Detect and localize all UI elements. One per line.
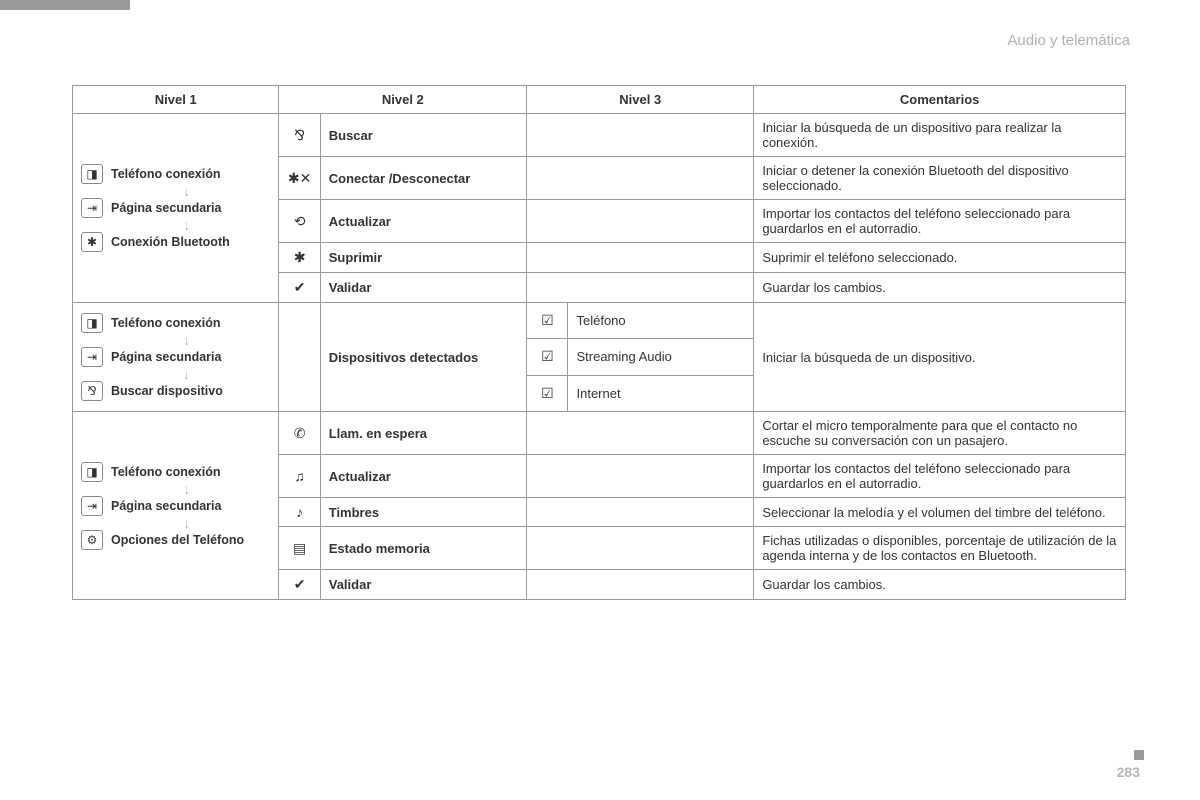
nav-cell-bluetooth: ◨Teléfono conexión ↓ ⇥Página secundaria … <box>73 114 279 303</box>
comment-text: Fichas utilizadas o disponibles, porcent… <box>754 527 1126 570</box>
phone-tab-icon: ◨ <box>81 313 103 333</box>
level2-icon-empty <box>279 303 320 412</box>
headset-icon: ♫ <box>279 455 320 498</box>
comment-text: Guardar los cambios. <box>754 273 1126 303</box>
checkbox-icon: ☑ <box>527 339 568 375</box>
nav-cell-search-device: ◨Teléfono conexión ↓ ⇥Página secundaria … <box>73 303 279 412</box>
top-accent-bar <box>0 0 130 10</box>
header-comentarios: Comentarios <box>754 86 1126 114</box>
comment-text: Guardar los cambios. <box>754 570 1126 600</box>
level2-label: Conectar /Desconectar <box>320 157 526 200</box>
refresh-icon: ⟲ <box>279 200 320 243</box>
nav-label: Buscar dispositivo <box>111 384 223 398</box>
level3-empty <box>527 200 754 243</box>
arrow-down-icon: ↓ <box>183 220 190 230</box>
page-marker <box>1134 750 1144 760</box>
comment-text: Cortar el micro temporalmente para que e… <box>754 412 1126 455</box>
checkbox-icon: ☑ <box>527 375 568 411</box>
search-bt-icon: ⅋ <box>81 381 103 401</box>
arrow-down-icon: ↓ <box>183 484 190 494</box>
level2-label: Actualizar <box>320 455 526 498</box>
level3-empty <box>527 114 754 157</box>
nav-label: Opciones del Teléfono <box>111 533 244 547</box>
comment-text: Iniciar la búsqueda de un dispositivo. <box>754 303 1126 412</box>
delete-bt-icon: ✱̷ <box>279 243 320 273</box>
nav-cell-phone-options: ◨Teléfono conexión ↓ ⇥Página secundaria … <box>73 412 279 600</box>
page-icon: ⇥ <box>81 198 103 218</box>
menu-table: Nivel 1 Nivel 2 Nivel 3 Comentarios ◨ Tel… <box>72 85 1126 600</box>
level2-label: Llam. en espera <box>320 412 526 455</box>
phone-tab-icon: ◨ <box>81 462 103 482</box>
arrow-down-icon: ↓ <box>183 186 190 196</box>
page-number: 283 <box>1117 764 1140 780</box>
nav-label: Página secundaria <box>111 350 221 364</box>
bt-connect-icon: ✱✕ <box>279 157 320 200</box>
checkbox-icon: ☑ <box>527 303 568 339</box>
nav-label: Teléfono conexión <box>111 316 221 330</box>
check-icon: ✔ <box>279 570 320 600</box>
nav-label: Teléfono conexión <box>111 465 221 479</box>
nav-label: Teléfono conexión <box>111 167 221 181</box>
section-title: Audio y telemática <box>1007 32 1130 49</box>
level3-empty <box>527 455 754 498</box>
level3-empty <box>527 273 754 303</box>
level3-empty <box>527 243 754 273</box>
ringtone-icon: ♪ <box>279 498 320 527</box>
level2-label: Timbres <box>320 498 526 527</box>
level2-label: Validar <box>320 273 526 303</box>
level2-label: Estado memoria <box>320 527 526 570</box>
level3-empty <box>527 157 754 200</box>
level2-label: Actualizar <box>320 200 526 243</box>
level2-label: Suprimir <box>320 243 526 273</box>
level3-empty <box>527 498 754 527</box>
level3-empty <box>527 570 754 600</box>
level3-empty <box>527 412 754 455</box>
comment-text: Iniciar la búsqueda de un dispositivo pa… <box>754 114 1126 157</box>
page-icon: ⇥ <box>81 496 103 516</box>
comment-text: Suprimir el teléfono seleccionado. <box>754 243 1126 273</box>
arrow-down-icon: ↓ <box>183 518 190 528</box>
level3-empty <box>527 527 754 570</box>
phone-wait-icon: ✆ <box>279 412 320 455</box>
settings-icon: ⚙ <box>81 530 103 550</box>
level2-label: Dispositivos detectados <box>320 303 526 412</box>
check-icon: ✔ <box>279 273 320 303</box>
search-bt-icon: ⅋ <box>279 114 320 157</box>
level3-label: Internet <box>568 375 754 411</box>
header-nivel1: Nivel 1 <box>73 86 279 114</box>
header-nivel3: Nivel 3 <box>527 86 754 114</box>
bluetooth-icon: ✱ <box>81 232 103 252</box>
nav-label: Página secundaria <box>111 499 221 513</box>
comment-text: Iniciar o detener la conexión Bluetooth … <box>754 157 1126 200</box>
comment-text: Seleccionar la melodía y el volumen del … <box>754 498 1126 527</box>
page-icon: ⇥ <box>81 347 103 367</box>
header-nivel2: Nivel 2 <box>279 86 527 114</box>
memory-icon: ▤ <box>279 527 320 570</box>
comment-text: Importar los contactos del teléfono sele… <box>754 200 1126 243</box>
arrow-down-icon: ↓ <box>183 369 190 379</box>
level2-label: Validar <box>320 570 526 600</box>
nav-label: Conexión Bluetooth <box>111 235 230 249</box>
level3-label: Streaming Audio <box>568 339 754 375</box>
level3-label: Teléfono <box>568 303 754 339</box>
comment-text: Importar los contactos del teléfono sele… <box>754 455 1126 498</box>
phone-tab-icon: ◨ <box>81 164 103 184</box>
level2-label: Buscar <box>320 114 526 157</box>
nav-label: Página secundaria <box>111 201 221 215</box>
arrow-down-icon: ↓ <box>183 335 190 345</box>
